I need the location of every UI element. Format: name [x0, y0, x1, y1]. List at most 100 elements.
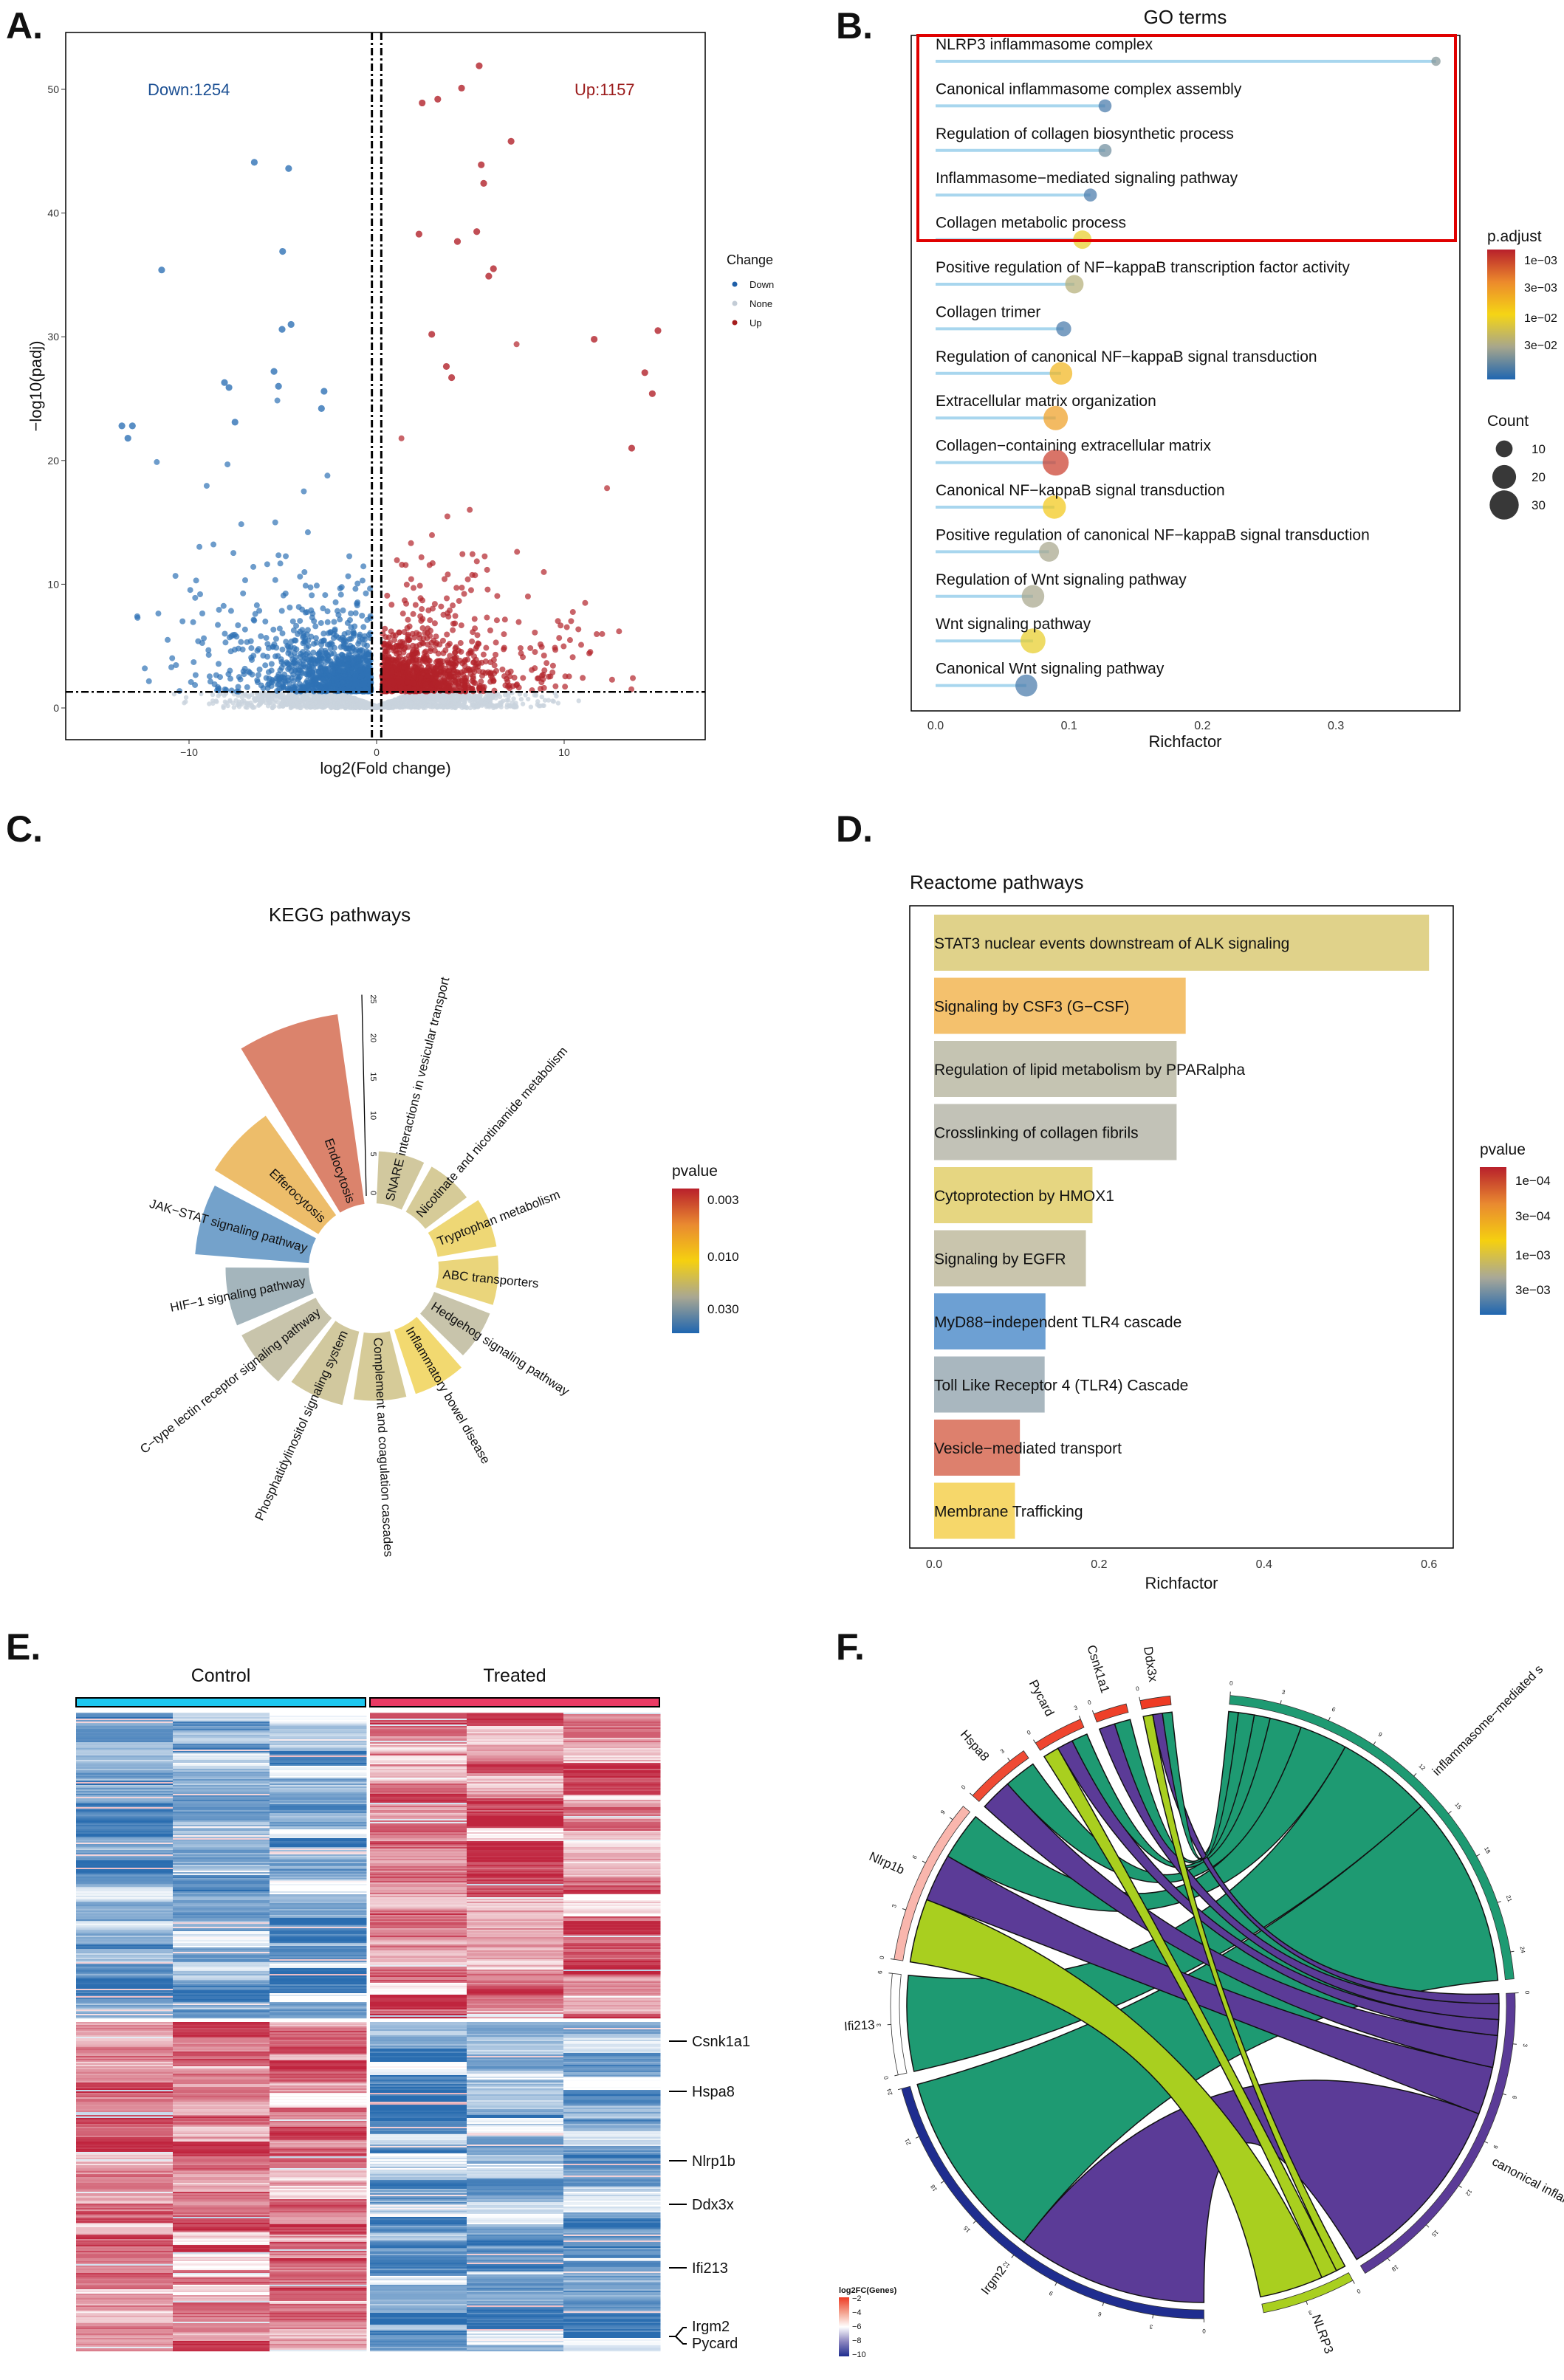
point-down — [203, 483, 210, 489]
heatmap-cell — [270, 1755, 367, 1758]
heatmap-cell — [370, 1838, 467, 1840]
heatmap-cell — [370, 1803, 467, 1805]
point-up — [445, 571, 451, 578]
heatmap-cell — [370, 1844, 467, 1846]
heatmap-cell — [370, 1934, 467, 1936]
color-legend-bar — [1487, 250, 1515, 379]
heatmap-cell — [370, 1896, 467, 1898]
point-down — [268, 683, 275, 689]
heatmap-cell — [173, 1996, 270, 1998]
point-up — [450, 627, 456, 633]
heatmap-cell — [270, 1995, 367, 1997]
heatmap-cell — [370, 1807, 467, 1809]
point-down — [145, 678, 152, 684]
point-down — [308, 660, 315, 667]
point-up — [394, 557, 400, 563]
heatmap-cell — [270, 1828, 367, 1830]
heatmap-cell — [173, 1791, 270, 1793]
heatmap-cell — [270, 1757, 367, 1759]
heatmap-cell — [76, 1915, 174, 1917]
heatmap-cell — [370, 1887, 467, 1889]
heatmap-cell — [76, 1726, 174, 1728]
point-up — [386, 684, 393, 691]
heatmap-cell — [76, 1990, 174, 1992]
point-up — [471, 616, 478, 622]
point-up — [515, 619, 522, 625]
point-up — [469, 551, 476, 557]
point-down — [210, 541, 217, 548]
heatmap-cell — [270, 1927, 367, 1929]
heatmap-cell — [370, 1884, 467, 1886]
heatmap-cell — [173, 1942, 270, 1944]
heatmap-cell — [76, 1931, 174, 1933]
x-tick-label: 0.4 — [1256, 1558, 1272, 1571]
heatmap-cell — [370, 1919, 467, 1922]
heatmap-cell — [173, 1992, 270, 1994]
heatmap-cell — [76, 1865, 174, 1867]
heatmap-cell — [76, 1910, 174, 1913]
point-down — [324, 472, 331, 479]
heatmap-cell — [173, 1776, 270, 1778]
heatmap-cell — [173, 1716, 270, 1718]
heatmap-cell — [173, 1753, 270, 1755]
heatmap-cell — [76, 1899, 174, 1901]
heatmap-cell — [270, 1785, 367, 1787]
heatmap-cell — [76, 1878, 174, 1880]
heatmap-cell — [370, 1723, 467, 1725]
heatmap-cell — [270, 1971, 367, 1973]
point-up — [437, 687, 444, 694]
heatmap-cell — [270, 1967, 367, 1969]
heatmap-cell — [76, 1891, 174, 1894]
heatmap-cell — [370, 1847, 467, 1849]
term-label: Positive regulation of canonical NF−kapp… — [936, 526, 1370, 543]
point-up — [463, 667, 470, 674]
heatmap-cell — [370, 1915, 467, 1917]
heatmap-cell — [76, 1942, 174, 1944]
point-down — [278, 326, 286, 333]
heatmap-cell — [76, 1779, 174, 1781]
heatmap-cell — [370, 1882, 467, 1885]
heatmap-cell — [270, 1943, 367, 1945]
point-up — [499, 666, 506, 673]
point-down — [278, 659, 285, 666]
panel-label-b: B. — [836, 5, 873, 47]
heatmap-cell — [173, 1798, 270, 1801]
heatmap-cell — [76, 1940, 174, 1942]
heatmap-cell — [173, 1806, 270, 1808]
point-down — [297, 574, 303, 580]
heatmap-cell — [270, 1851, 367, 1854]
point-down — [124, 435, 131, 442]
point-up — [608, 676, 615, 683]
heatmap-cell — [76, 1978, 174, 1981]
point-down — [272, 519, 278, 526]
x-tick-label: 0.3 — [1328, 720, 1344, 732]
heatmap-cell — [270, 1910, 367, 1913]
point-up — [405, 674, 412, 681]
point-up — [470, 666, 476, 673]
point-up — [392, 632, 399, 639]
heatmap-cell — [370, 1755, 467, 1758]
point-none — [235, 702, 240, 708]
heatmap-cell — [173, 1823, 270, 1826]
heatmap-cell — [173, 1803, 270, 1805]
heatmap-cell — [270, 1868, 367, 1870]
heatmap-cell — [370, 1769, 467, 1771]
point-up — [419, 99, 426, 107]
heatmap-cell — [270, 1934, 367, 1936]
heatmap-cell — [173, 1962, 270, 1964]
heatmap-cell — [76, 1769, 174, 1771]
term-label: Collagen metabolic process — [936, 215, 1126, 232]
heatmap-cell — [173, 1995, 270, 1997]
point-none — [308, 699, 313, 704]
size-legend-dot — [1489, 490, 1519, 520]
heatmap-cell — [76, 1807, 174, 1809]
heatmap-cell — [270, 1761, 367, 1764]
heatmap-cell — [270, 1738, 367, 1740]
heatmap-cell — [270, 1866, 367, 1868]
point-down — [324, 619, 331, 625]
x-tick-label: 0 — [374, 746, 380, 758]
heatmap-cell — [76, 1953, 174, 1956]
point-down — [238, 521, 244, 528]
heatmap-cell — [173, 1745, 270, 1747]
heatmap-cell — [173, 1813, 270, 1815]
